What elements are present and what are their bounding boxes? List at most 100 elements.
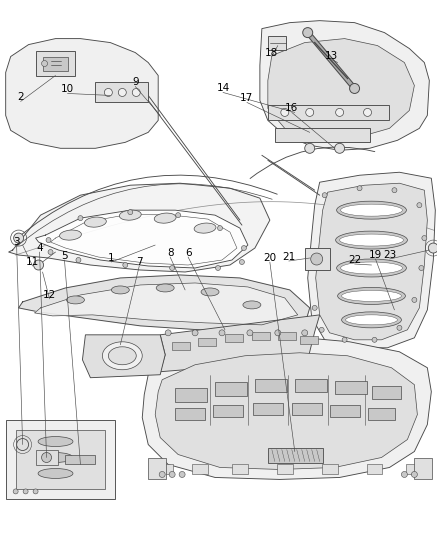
Polygon shape xyxy=(82,335,165,378)
Bar xyxy=(157,464,173,474)
Circle shape xyxy=(48,249,53,255)
Polygon shape xyxy=(19,275,310,332)
Text: 11: 11 xyxy=(26,257,39,267)
Circle shape xyxy=(311,253,323,265)
Circle shape xyxy=(34,260,43,270)
Ellipse shape xyxy=(346,315,397,325)
Ellipse shape xyxy=(108,347,136,365)
Bar xyxy=(295,379,327,392)
Ellipse shape xyxy=(38,437,73,447)
Circle shape xyxy=(17,439,28,450)
Polygon shape xyxy=(268,38,414,139)
Circle shape xyxy=(335,143,345,154)
Circle shape xyxy=(132,88,140,96)
Circle shape xyxy=(312,305,317,310)
Circle shape xyxy=(247,330,253,336)
Polygon shape xyxy=(260,21,429,150)
Circle shape xyxy=(23,489,28,494)
Bar xyxy=(367,464,382,474)
Text: 5: 5 xyxy=(61,251,68,261)
Ellipse shape xyxy=(38,453,73,463)
Text: 14: 14 xyxy=(216,84,230,93)
Polygon shape xyxy=(6,419,115,499)
Circle shape xyxy=(305,143,314,154)
Circle shape xyxy=(159,472,165,478)
Text: 7: 7 xyxy=(136,257,142,267)
Polygon shape xyxy=(35,51,75,77)
Circle shape xyxy=(419,265,424,270)
Circle shape xyxy=(411,472,417,478)
Polygon shape xyxy=(160,315,320,372)
Circle shape xyxy=(192,330,198,336)
Circle shape xyxy=(397,325,402,330)
Ellipse shape xyxy=(38,469,73,479)
Ellipse shape xyxy=(119,210,141,220)
Bar xyxy=(321,464,338,474)
Circle shape xyxy=(42,453,52,463)
Text: 16: 16 xyxy=(285,103,298,114)
Circle shape xyxy=(33,489,38,494)
Bar xyxy=(371,386,401,399)
Ellipse shape xyxy=(342,312,401,328)
Polygon shape xyxy=(16,430,106,489)
Circle shape xyxy=(372,337,377,342)
Circle shape xyxy=(14,233,24,243)
Circle shape xyxy=(281,108,289,116)
Text: 8: 8 xyxy=(167,248,173,258)
Text: 21: 21 xyxy=(282,252,295,262)
Bar xyxy=(414,457,432,480)
Polygon shape xyxy=(35,210,248,268)
Circle shape xyxy=(218,225,223,231)
Ellipse shape xyxy=(154,213,176,223)
Ellipse shape xyxy=(336,231,407,249)
Ellipse shape xyxy=(243,301,261,309)
Circle shape xyxy=(422,236,427,240)
Polygon shape xyxy=(275,128,370,142)
Polygon shape xyxy=(9,183,270,272)
Ellipse shape xyxy=(341,262,403,274)
Text: 10: 10 xyxy=(61,84,74,94)
Circle shape xyxy=(270,38,280,47)
Circle shape xyxy=(357,185,362,191)
Circle shape xyxy=(46,238,51,243)
Text: 19: 19 xyxy=(369,250,382,260)
Circle shape xyxy=(322,193,327,198)
Polygon shape xyxy=(95,83,148,102)
Circle shape xyxy=(13,489,18,494)
Text: 3: 3 xyxy=(13,237,20,247)
Circle shape xyxy=(215,265,220,270)
Polygon shape xyxy=(268,106,389,120)
Bar xyxy=(268,36,286,50)
Bar xyxy=(277,464,293,474)
Polygon shape xyxy=(155,353,417,470)
Ellipse shape xyxy=(201,288,219,296)
Bar xyxy=(35,449,57,465)
Bar xyxy=(252,332,270,340)
Ellipse shape xyxy=(67,296,85,304)
Polygon shape xyxy=(35,283,298,325)
Ellipse shape xyxy=(342,290,401,301)
Bar xyxy=(175,408,205,419)
Circle shape xyxy=(42,61,48,67)
Text: 17: 17 xyxy=(240,93,254,103)
Text: 1: 1 xyxy=(108,253,115,263)
Ellipse shape xyxy=(111,286,129,294)
Bar xyxy=(292,402,321,415)
Text: 6: 6 xyxy=(185,248,191,258)
Text: 2: 2 xyxy=(18,92,24,102)
Bar xyxy=(330,405,360,417)
Text: 12: 12 xyxy=(43,290,56,300)
Circle shape xyxy=(179,472,185,478)
Bar xyxy=(172,342,190,350)
Circle shape xyxy=(306,108,314,116)
Circle shape xyxy=(336,108,343,116)
Ellipse shape xyxy=(341,204,403,216)
Text: 18: 18 xyxy=(265,47,279,58)
Bar xyxy=(215,382,247,395)
Ellipse shape xyxy=(339,234,403,246)
Bar xyxy=(225,334,243,342)
Ellipse shape xyxy=(85,217,106,227)
Text: 13: 13 xyxy=(325,51,338,61)
Polygon shape xyxy=(6,38,158,148)
Ellipse shape xyxy=(194,223,216,233)
